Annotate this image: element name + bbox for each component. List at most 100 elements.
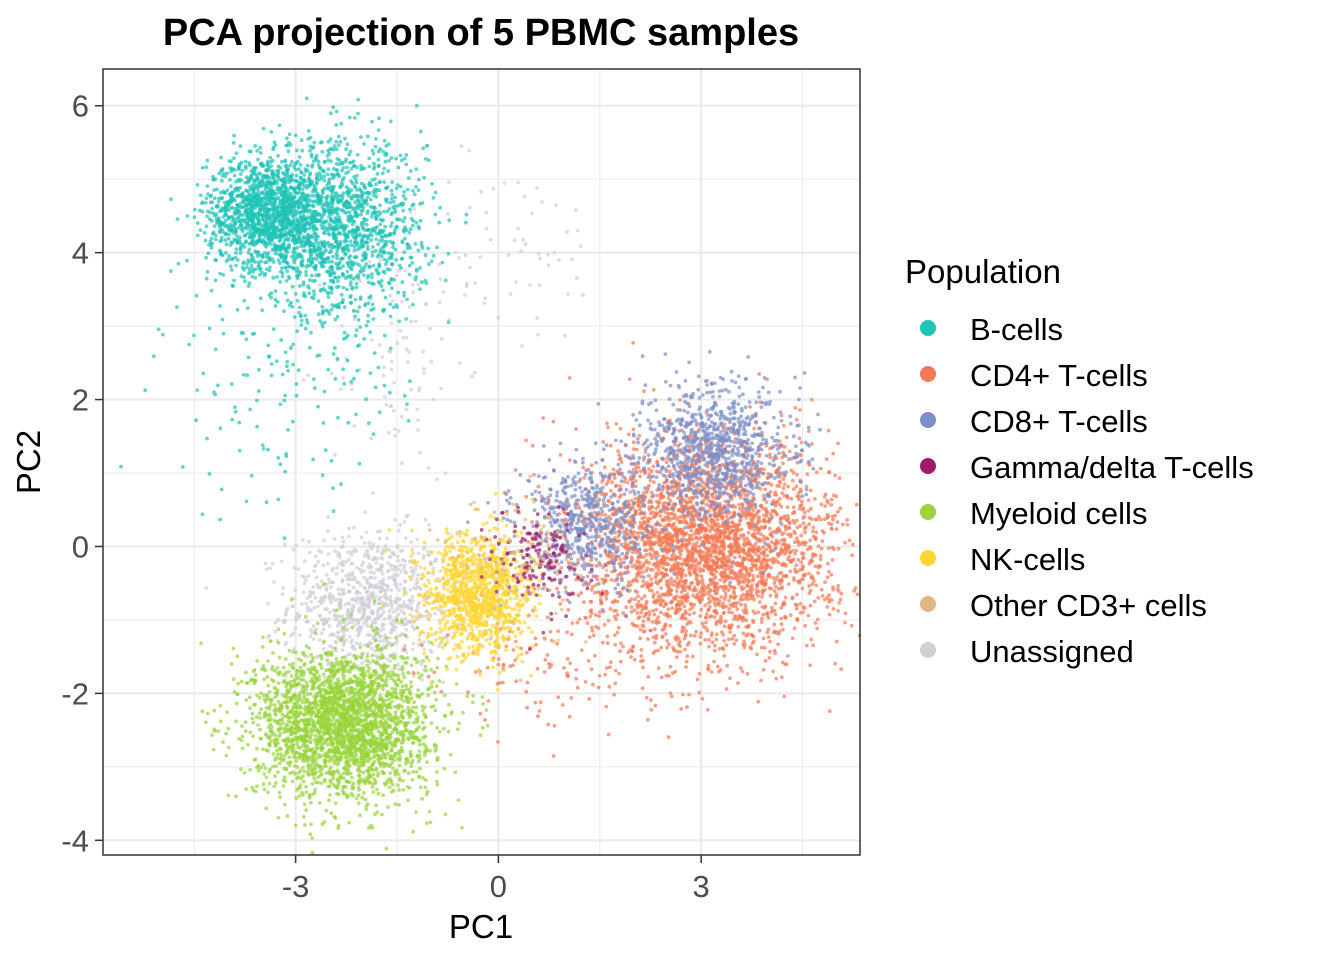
- scatter-point: [333, 549, 337, 553]
- scatter-point: [309, 273, 314, 278]
- scatter-point: [336, 172, 340, 177]
- scatter-point: [203, 201, 208, 205]
- scatter-point: [431, 566, 436, 571]
- scatter-point: [242, 267, 246, 272]
- scatter-point: [260, 163, 265, 168]
- scatter-point: [335, 634, 340, 639]
- scatter-point: [246, 250, 251, 255]
- scatter-point: [306, 373, 310, 378]
- scatter-point: [385, 197, 389, 202]
- scatter-point: [320, 243, 325, 247]
- scatter-point: [321, 231, 326, 235]
- scatter-point: [446, 251, 451, 256]
- scatter-point: [251, 190, 256, 195]
- scatter-point: [398, 184, 403, 189]
- scatter-point: [367, 259, 372, 264]
- scatter-point: [443, 812, 448, 817]
- scatter-point: [391, 618, 396, 623]
- scatter-point: [316, 163, 321, 168]
- scatter-point: [341, 191, 346, 196]
- scatter-point: [195, 221, 200, 226]
- scatter-point: [219, 252, 224, 257]
- scatter-point: [362, 575, 367, 580]
- scatter-point: [367, 540, 372, 545]
- scatter-point: [413, 277, 418, 282]
- scatter-point: [366, 134, 370, 139]
- scatter-point: [319, 579, 324, 584]
- scatter-point: [394, 303, 399, 307]
- scatter-point: [439, 386, 444, 391]
- scatter-point: [281, 586, 285, 591]
- scatter-point: [355, 600, 359, 605]
- scatter-point: [241, 260, 246, 264]
- scatter-point: [300, 205, 305, 210]
- scatter-point: [447, 180, 451, 185]
- scatter-point: [433, 559, 437, 564]
- scatter-point: [298, 673, 303, 678]
- scatter-point: [235, 202, 240, 207]
- scatter-point: [239, 178, 244, 182]
- scatter-point: [414, 728, 419, 732]
- scatter-point: [408, 227, 413, 232]
- scatter-point: [317, 613, 322, 618]
- scatter-point: [286, 149, 291, 154]
- scatter-point: [265, 255, 269, 260]
- scatter-point: [327, 177, 332, 182]
- scatter-point: [294, 393, 299, 398]
- scatter-point: [353, 255, 358, 260]
- scatter-point: [309, 330, 313, 335]
- scatter-point: [280, 592, 285, 597]
- scatter-point: [226, 745, 231, 750]
- scatter-point: [271, 327, 276, 331]
- scatter-point: [411, 551, 415, 556]
- scatter-point: [350, 570, 355, 574]
- scatter-point: [409, 565, 413, 570]
- scatter-point: [402, 600, 406, 605]
- scatter-point: [438, 630, 443, 635]
- scatter-point: [392, 628, 396, 632]
- scatter-point: [362, 265, 367, 269]
- scatter-point: [319, 223, 324, 228]
- scatter-point: [396, 528, 401, 533]
- scatter-point: [340, 579, 345, 584]
- scatter-point: [277, 209, 282, 214]
- scatter-point: [290, 230, 295, 234]
- scatter-point: [433, 611, 437, 616]
- scatter-point: [201, 371, 206, 376]
- scatter-point: [368, 544, 372, 548]
- scatter-point: [327, 623, 332, 628]
- scatter-point: [353, 235, 357, 240]
- scatter-point: [307, 184, 311, 189]
- scatter-point: [470, 700, 475, 705]
- scatter-point: [212, 224, 217, 229]
- scatter-point: [221, 331, 226, 336]
- scatter-point: [423, 517, 428, 522]
- scatter-point: [272, 181, 277, 186]
- scatter-point: [365, 240, 370, 245]
- scatter-point: [402, 709, 406, 713]
- scatter-point: [259, 200, 264, 205]
- scatter-point: [513, 280, 518, 285]
- scatter-point: [412, 207, 417, 211]
- scatter-point: [339, 482, 343, 487]
- scatter-point: [218, 304, 223, 308]
- scatter-point: [333, 216, 338, 221]
- scatter-point: [282, 211, 286, 215]
- scatter-point: [375, 567, 379, 572]
- scatter-point: [392, 207, 397, 212]
- scatter-point: [339, 181, 344, 185]
- scatter-point: [372, 618, 377, 623]
- scatter-point: [389, 359, 394, 364]
- scatter-point: [411, 302, 415, 307]
- scatter-point: [303, 823, 307, 827]
- scatter-point: [344, 623, 348, 627]
- scatter-point: [269, 238, 274, 243]
- scatter-point: [329, 285, 334, 290]
- scatter-point: [371, 245, 375, 249]
- scatter-point: [429, 259, 434, 264]
- scatter-point: [334, 656, 339, 661]
- scatter-point: [377, 229, 382, 234]
- scatter-point: [396, 558, 401, 563]
- scatter-point: [441, 680, 446, 685]
- scatter-point: [351, 603, 356, 608]
